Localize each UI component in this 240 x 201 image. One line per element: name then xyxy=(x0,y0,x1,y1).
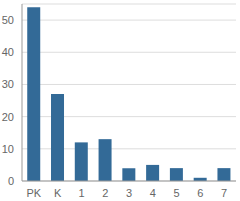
svg-text:PK: PK xyxy=(27,187,42,199)
svg-text:40: 40 xyxy=(8,46,14,58)
svg-text:30: 30 xyxy=(8,78,14,90)
svg-text:3: 3 xyxy=(126,187,132,199)
svg-text:7: 7 xyxy=(221,187,227,199)
svg-text:5: 5 xyxy=(173,187,179,199)
svg-text:0: 0 xyxy=(8,175,14,187)
svg-text:20: 20 xyxy=(8,111,14,123)
svg-text:4: 4 xyxy=(150,187,156,199)
svg-text:K: K xyxy=(54,187,62,199)
svg-text:10: 10 xyxy=(8,143,14,155)
svg-text:50: 50 xyxy=(8,14,14,26)
svg-text:2: 2 xyxy=(102,187,108,199)
svg-text:1: 1 xyxy=(78,187,84,199)
svg-text:6: 6 xyxy=(197,187,203,199)
